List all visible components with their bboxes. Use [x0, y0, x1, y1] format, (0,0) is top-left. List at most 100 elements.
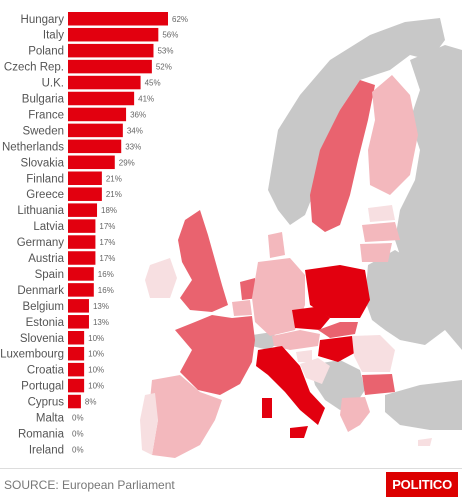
category-label: Bulgaria [22, 94, 65, 106]
category-label: Estonia [26, 317, 65, 329]
category-label: Italy [43, 30, 64, 42]
map-nonmember-turkey [385, 380, 462, 430]
category-label: Germany [17, 237, 65, 249]
value-label: 18% [101, 206, 117, 215]
category-label: Netherlands [2, 141, 64, 153]
map-czech [292, 307, 330, 330]
map-uk [178, 210, 228, 312]
bar [68, 394, 81, 409]
value-label: 45% [145, 79, 161, 88]
category-label: Slovenia [20, 333, 65, 345]
bar [68, 283, 94, 297]
map-nonmember-norway [268, 18, 445, 225]
category-label: Latvia [33, 221, 64, 233]
value-label: 8% [85, 398, 97, 407]
map-croatia [300, 358, 330, 384]
category-label: Poland [28, 46, 64, 58]
category-label: Portugal [21, 381, 64, 393]
category-label: Belgium [22, 301, 64, 313]
value-label: 0% [72, 414, 84, 423]
bar [68, 43, 154, 58]
map-sardinia [262, 398, 272, 418]
bar [68, 75, 141, 90]
value-label: 13% [93, 302, 109, 311]
map-germany [252, 258, 305, 336]
politico-logo: POLITICO [386, 472, 458, 497]
map-lithuania [360, 243, 392, 262]
bar [68, 362, 85, 377]
category-label: Lithuania [17, 205, 64, 217]
category-label: Sweden [22, 125, 64, 137]
category-label: Austria [28, 253, 64, 265]
value-label: 21% [106, 174, 122, 183]
map-latvia [362, 222, 400, 242]
category-label: Malta [36, 413, 65, 425]
value-label: 16% [98, 270, 114, 279]
bar [68, 203, 98, 217]
bar [68, 267, 94, 281]
value-label: 0% [72, 445, 84, 454]
value-label: 10% [88, 350, 104, 359]
bar [68, 171, 102, 185]
value-label: 17% [99, 222, 115, 231]
category-label: Slovakia [21, 157, 65, 169]
value-label: 36% [130, 110, 146, 119]
category-label: U.K. [42, 78, 64, 90]
bar [68, 235, 96, 249]
bar [68, 331, 85, 345]
category-label: Hungary [21, 14, 65, 26]
bar [68, 346, 85, 361]
map-slovakia [318, 322, 358, 338]
value-label: 29% [119, 158, 135, 167]
category-label: France [28, 109, 64, 121]
category-label: Greece [26, 189, 64, 201]
bar [68, 251, 96, 265]
map-denmark [268, 232, 285, 258]
map-slovenia [296, 350, 312, 362]
value-label: 52% [156, 63, 172, 72]
value-label: 33% [125, 142, 141, 151]
category-label: Czech Rep. [4, 62, 64, 74]
value-label: 17% [99, 238, 115, 247]
map-italy [256, 346, 325, 425]
category-label: Spain [35, 269, 64, 281]
map-ireland [145, 258, 177, 298]
category-label: Cyprus [28, 397, 65, 409]
map-greece [340, 397, 370, 432]
map-spain [150, 375, 222, 458]
map-belgium [232, 300, 252, 316]
map-estonia [368, 205, 395, 222]
value-label: 21% [106, 190, 122, 199]
value-label: 13% [93, 318, 109, 327]
bar [68, 12, 168, 26]
bar [68, 139, 122, 154]
map-poland [305, 265, 370, 318]
value-label: 17% [99, 254, 115, 263]
bar [68, 27, 159, 42]
map-france [175, 315, 255, 395]
bar [68, 91, 135, 106]
category-label: Romania [18, 428, 65, 440]
category-label: Denmark [17, 285, 64, 297]
value-label: 16% [98, 286, 114, 295]
map-hungary [318, 336, 360, 362]
value-label: 10% [88, 334, 104, 343]
bar [68, 155, 115, 170]
bar [68, 315, 89, 329]
value-label: 56% [162, 31, 178, 40]
bar [68, 187, 102, 201]
category-label: Croatia [27, 365, 65, 377]
map-romania [352, 335, 395, 372]
map-nonmember-belarus-ukraine [365, 250, 445, 345]
bar [68, 107, 127, 122]
category-label: Luxembourg [0, 349, 64, 361]
value-label: 10% [88, 366, 104, 375]
map-cyprus [418, 438, 432, 446]
map-bulgaria [362, 374, 395, 395]
value-label: 62% [172, 15, 188, 24]
value-label: 53% [157, 47, 173, 56]
value-label: 0% [72, 429, 84, 438]
value-label: 10% [88, 382, 104, 391]
